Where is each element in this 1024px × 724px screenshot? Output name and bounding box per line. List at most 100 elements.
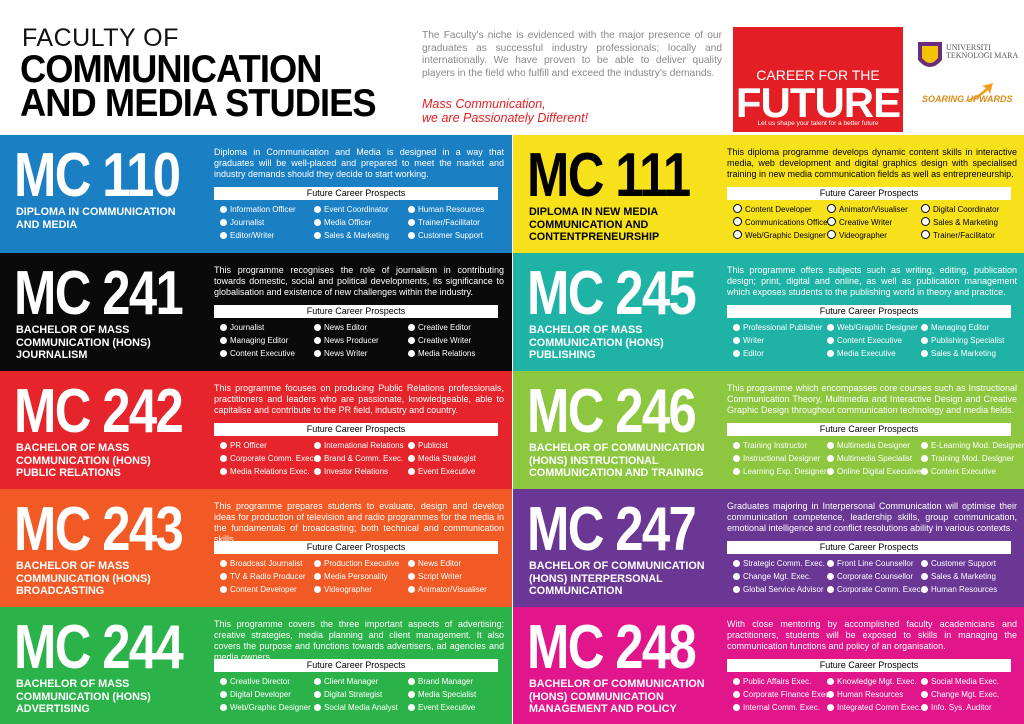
career-item: Creative Editor — [408, 322, 471, 334]
career-item: Trainer/Facilitator — [408, 217, 480, 229]
career-item: Animator/Visualiser — [408, 584, 487, 596]
career-item: Customer Support — [408, 230, 483, 242]
career-item: Event Executive — [408, 702, 475, 714]
career-item: Content Executive — [827, 335, 902, 347]
prospects-heading: Future Career Prospects — [727, 305, 1011, 318]
career-item: News Editor — [408, 558, 461, 570]
programme-name: DIPLOMA IN COMMUNICATION AND MEDIA — [16, 206, 216, 231]
programme-name-line: (HONS) INSTRUCTIONAL — [529, 454, 659, 467]
programme-name-line: COMMUNICATION AND TRAINING — [529, 467, 704, 479]
programme-name: BACHELOR OF COMMUNICATION (HONS) INSTRUCT… — [529, 442, 729, 480]
career-item: Sales & Marketing — [314, 230, 389, 242]
programme-name-line: COMMUNICATION AND — [529, 218, 649, 231]
career-item: Information Officer — [220, 204, 296, 216]
career-item: Change Mgt. Exec. — [733, 571, 811, 583]
career-item: Web/Graphic Designer — [220, 702, 311, 714]
prospects-heading: Future Career Prospects — [727, 541, 1011, 554]
programme-name-line: PUBLIC RELATIONS — [16, 467, 121, 479]
slogan: SOARING UPWARDS — [922, 94, 1013, 104]
career-item: Internal Comm. Exec. — [733, 702, 820, 714]
programme-code: MC 243 — [14, 495, 184, 564]
career-item: Corporate Counsellor — [827, 571, 913, 583]
programme-panel: MC 110 DIPLOMA IN COMMUNICATION AND MEDIA D… — [0, 135, 512, 253]
title-line: COMMUNICATION — [20, 48, 322, 91]
career-item: Training Instructor — [733, 440, 807, 452]
career-item: TV & Radio Producer — [220, 571, 306, 583]
career-item: Sales & Marketing — [921, 571, 996, 583]
programme-name-line: BACHELOR OF MASS — [16, 678, 130, 690]
career-item: Digital Strategist — [314, 689, 382, 701]
career-item: Customer Support — [921, 558, 996, 570]
career-item: Multimedia Specialist — [827, 453, 912, 465]
career-item: Creative Director — [220, 676, 290, 688]
career-item: Content Executive — [220, 348, 295, 360]
career-item: Managing Editor — [220, 335, 288, 347]
career-item: News Producer — [314, 335, 379, 347]
career-item: Event Executive — [408, 466, 475, 478]
career-box-line: FUTURE — [735, 79, 901, 126]
programme-name-line: ADVERTISING — [16, 703, 90, 715]
tagline: we are Passionately Different! — [422, 111, 589, 125]
programme-name-line: JOURNALISM — [16, 349, 88, 361]
programme-name-line: DIPLOMA IN COMMUNICATION — [16, 206, 176, 218]
programme-code: MC 248 — [527, 613, 697, 682]
career-item: News Writer — [314, 348, 367, 360]
prospects-heading: Future Career Prospects — [727, 659, 1011, 672]
programme-code: MC 244 — [14, 613, 184, 682]
programme-description: With close mentoring by accomplished fac… — [727, 619, 1017, 651]
programme-description: This diploma programme develops dynamic … — [727, 147, 1017, 179]
career-item: Videographer — [314, 584, 372, 596]
prospects-heading: Future Career Prospects — [727, 423, 1011, 436]
career-item: Digital Coordinator — [921, 204, 999, 216]
career-item: Digital Developer — [220, 689, 291, 701]
programme-name: BACHELOR OF MASS COMMUNICATION (HONS) JOUR… — [16, 324, 216, 362]
programme-description: This programme recognises the role of jo… — [214, 265, 504, 297]
career-item: Front Line Counsellor — [827, 558, 913, 570]
programme-panel: MC 243 BACHELOR OF MASS COMMUNICATION (HON… — [0, 489, 512, 607]
career-item: Sales & Marketing — [921, 348, 996, 360]
programme-name-line: MANAGEMENT AND POLICY — [529, 703, 677, 715]
programme-panel: MC 247 BACHELOR OF COMMUNICATION (HONS) IN… — [513, 489, 1024, 607]
programme-name: DIPLOMA IN NEW MEDIA COMMUNICATION AND CON… — [529, 206, 729, 244]
programme-name-line: PUBLISHING — [529, 349, 596, 361]
career-item: Brand & Comm. Exec. — [314, 453, 403, 465]
career-item: Media Strategist — [408, 453, 476, 465]
career-item: Investor Relations — [314, 466, 388, 478]
career-item: Media Relations Exec. — [220, 466, 310, 478]
programme-name-line: COMMUNICATION (HONS) — [16, 454, 151, 467]
career-item: Journalist — [220, 217, 264, 229]
career-item: News Editor — [314, 322, 367, 334]
prospects-heading: Future Career Prospects — [214, 541, 498, 554]
tagline: Mass Communication, — [422, 97, 546, 111]
career-item: Media Specialist — [408, 689, 476, 701]
programme-name: BACHELOR OF MASS COMMUNICATION (HONS) BROA… — [16, 560, 216, 598]
programme-description: This programme offers subjects such as w… — [727, 265, 1017, 297]
programme-name-line: (HONS) INTERPERSONAL — [529, 572, 663, 585]
career-item: Change Mgt. Exec. — [921, 689, 999, 701]
programme-description: This programme prepares students to eval… — [214, 501, 504, 544]
career-item: Creative Writer — [827, 217, 892, 229]
career-item: Media Relations — [408, 348, 475, 360]
slogan-arrow — [962, 83, 993, 102]
programme-name-line: BACHELOR OF COMMUNICATION — [529, 678, 705, 690]
career-item: Corporate Finance Exec. — [733, 689, 832, 701]
programme-name-line: (HONS) COMMUNICATION — [529, 690, 664, 703]
programme-code: MC 245 — [527, 259, 697, 328]
programme-name-line: BROADCASTING — [16, 585, 105, 597]
programme-code: MC 241 — [14, 259, 184, 328]
programme-name-line: BACHELOR OF MASS — [16, 560, 130, 572]
career-item: Human Resources — [827, 689, 903, 701]
programme-panel: MC 244 BACHELOR OF MASS COMMUNICATION (HON… — [0, 607, 512, 724]
programme-name-line: COMMUNICATION — [529, 585, 623, 597]
career-item: Web/Graphic Designer — [827, 322, 918, 334]
career-item: Professional Publisher — [733, 322, 823, 334]
programme-name-line: BACHELOR OF MASS — [16, 442, 130, 454]
career-item: Media Officer — [314, 217, 371, 229]
career-item: Content Executive — [921, 466, 996, 478]
career-item: Content Developer — [220, 584, 297, 596]
career-item: Corporate Comm. Exec. — [220, 453, 316, 465]
title-line: FACULTY OF — [22, 24, 179, 52]
programme-name-line: BACHELOR OF MASS — [16, 324, 130, 336]
career-item: International Relations — [314, 440, 404, 452]
